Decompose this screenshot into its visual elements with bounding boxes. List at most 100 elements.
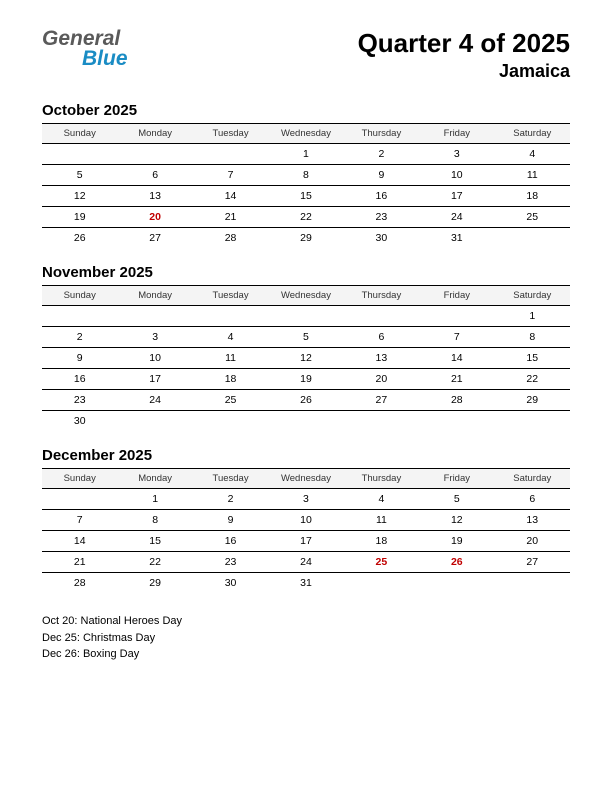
weekday-header: Wednesday [268, 124, 343, 144]
calendar-cell: 29 [117, 573, 192, 594]
calendar-cell: 29 [268, 228, 343, 249]
calendar-cell: 27 [495, 552, 570, 573]
page-title: Quarter 4 of 2025 [358, 28, 570, 59]
calendar-table: SundayMondayTuesdayWednesdayThursdayFrid… [42, 468, 570, 593]
calendar-cell [419, 306, 494, 327]
calendar-cell: 4 [344, 489, 419, 510]
weekday-header: Sunday [42, 124, 117, 144]
calendar-cell [419, 573, 494, 594]
calendar-row: 2345678 [42, 327, 570, 348]
calendar-cell: 19 [419, 531, 494, 552]
calendar-cell: 5 [42, 165, 117, 186]
calendar-cell: 27 [117, 228, 192, 249]
calendar-row: 123456 [42, 489, 570, 510]
calendar-cell [268, 411, 343, 432]
holiday-note: Dec 26: Boxing Day [42, 646, 570, 663]
calendar-cell: 17 [268, 531, 343, 552]
calendar-cell: 11 [193, 348, 268, 369]
weekday-header: Saturday [495, 286, 570, 306]
calendar-cell [42, 489, 117, 510]
calendar-cell: 21 [419, 369, 494, 390]
calendar-cell: 12 [268, 348, 343, 369]
calendar-cell: 7 [419, 327, 494, 348]
calendar-cell: 24 [419, 207, 494, 228]
weekday-header: Sunday [42, 286, 117, 306]
calendar-cell [344, 411, 419, 432]
calendar-cell: 26 [419, 552, 494, 573]
calendar-cell: 30 [193, 573, 268, 594]
logo: General Blue [42, 28, 128, 70]
weekday-header: Wednesday [268, 286, 343, 306]
month-block: November 2025 SundayMondayTuesdayWednesda… [42, 264, 570, 431]
calendar-cell: 8 [117, 510, 192, 531]
header: General Blue Quarter 4 of 2025 Jamaica [42, 28, 570, 82]
calendar-cell [495, 573, 570, 594]
calendar-cell: 25 [495, 207, 570, 228]
calendar-cell: 17 [419, 186, 494, 207]
month-title: December 2025 [42, 447, 570, 464]
calendar-table: SundayMondayTuesdayWednesdayThursdayFrid… [42, 285, 570, 431]
calendar-cell: 22 [268, 207, 343, 228]
weekday-header: Monday [117, 469, 192, 489]
calendar-cell [344, 573, 419, 594]
calendar-cell: 23 [344, 207, 419, 228]
calendar-cell: 31 [268, 573, 343, 594]
calendar-cell: 10 [268, 510, 343, 531]
calendar-row: 1 [42, 306, 570, 327]
calendar-cell: 9 [42, 348, 117, 369]
calendar-cell [193, 306, 268, 327]
calendar-cell: 4 [495, 144, 570, 165]
calendar-cell: 1 [495, 306, 570, 327]
calendar-cell: 14 [42, 531, 117, 552]
calendar-cell: 2 [344, 144, 419, 165]
calendar-row: 9101112131415 [42, 348, 570, 369]
page-subtitle: Jamaica [358, 61, 570, 82]
calendar-cell [117, 144, 192, 165]
calendar-cell [344, 306, 419, 327]
calendar-cell [193, 144, 268, 165]
calendar-cell: 25 [344, 552, 419, 573]
month-title: November 2025 [42, 264, 570, 281]
calendar-cell: 24 [268, 552, 343, 573]
calendar-cell: 2 [193, 489, 268, 510]
calendar-cell: 14 [193, 186, 268, 207]
calendar-cell: 22 [495, 369, 570, 390]
calendar-cell: 26 [42, 228, 117, 249]
month-title: October 2025 [42, 102, 570, 119]
calendar-cell: 15 [117, 531, 192, 552]
calendar-cell: 13 [117, 186, 192, 207]
logo-line2: Blue [42, 48, 128, 70]
calendar-cell [193, 411, 268, 432]
calendar-row: 262728293031 [42, 228, 570, 249]
calendar-cell: 28 [42, 573, 117, 594]
weekday-header: Friday [419, 286, 494, 306]
calendar-row: 16171819202122 [42, 369, 570, 390]
weekday-header: Thursday [344, 124, 419, 144]
calendar-cell: 9 [344, 165, 419, 186]
weekday-header: Friday [419, 124, 494, 144]
weekday-header: Monday [117, 124, 192, 144]
calendar-cell: 5 [419, 489, 494, 510]
weekday-header: Wednesday [268, 469, 343, 489]
holiday-note: Oct 20: National Heroes Day [42, 613, 570, 630]
calendar-row: 30 [42, 411, 570, 432]
calendar-cell: 20 [344, 369, 419, 390]
calendar-cell: 16 [42, 369, 117, 390]
calendar-cell: 25 [193, 390, 268, 411]
weekday-header: Friday [419, 469, 494, 489]
calendar-cell: 3 [268, 489, 343, 510]
calendar-cell: 7 [193, 165, 268, 186]
calendar-row: 14151617181920 [42, 531, 570, 552]
calendar-cell: 11 [495, 165, 570, 186]
calendar-cell: 1 [117, 489, 192, 510]
calendar-cell: 14 [419, 348, 494, 369]
calendar-cell: 4 [193, 327, 268, 348]
calendar-row: 28293031 [42, 573, 570, 594]
calendar-cell [117, 306, 192, 327]
calendar-cell: 20 [117, 207, 192, 228]
calendar-cell: 10 [117, 348, 192, 369]
calendar-cell: 19 [42, 207, 117, 228]
calendar-cell: 28 [193, 228, 268, 249]
calendar-cell: 3 [117, 327, 192, 348]
calendar-cell: 27 [344, 390, 419, 411]
